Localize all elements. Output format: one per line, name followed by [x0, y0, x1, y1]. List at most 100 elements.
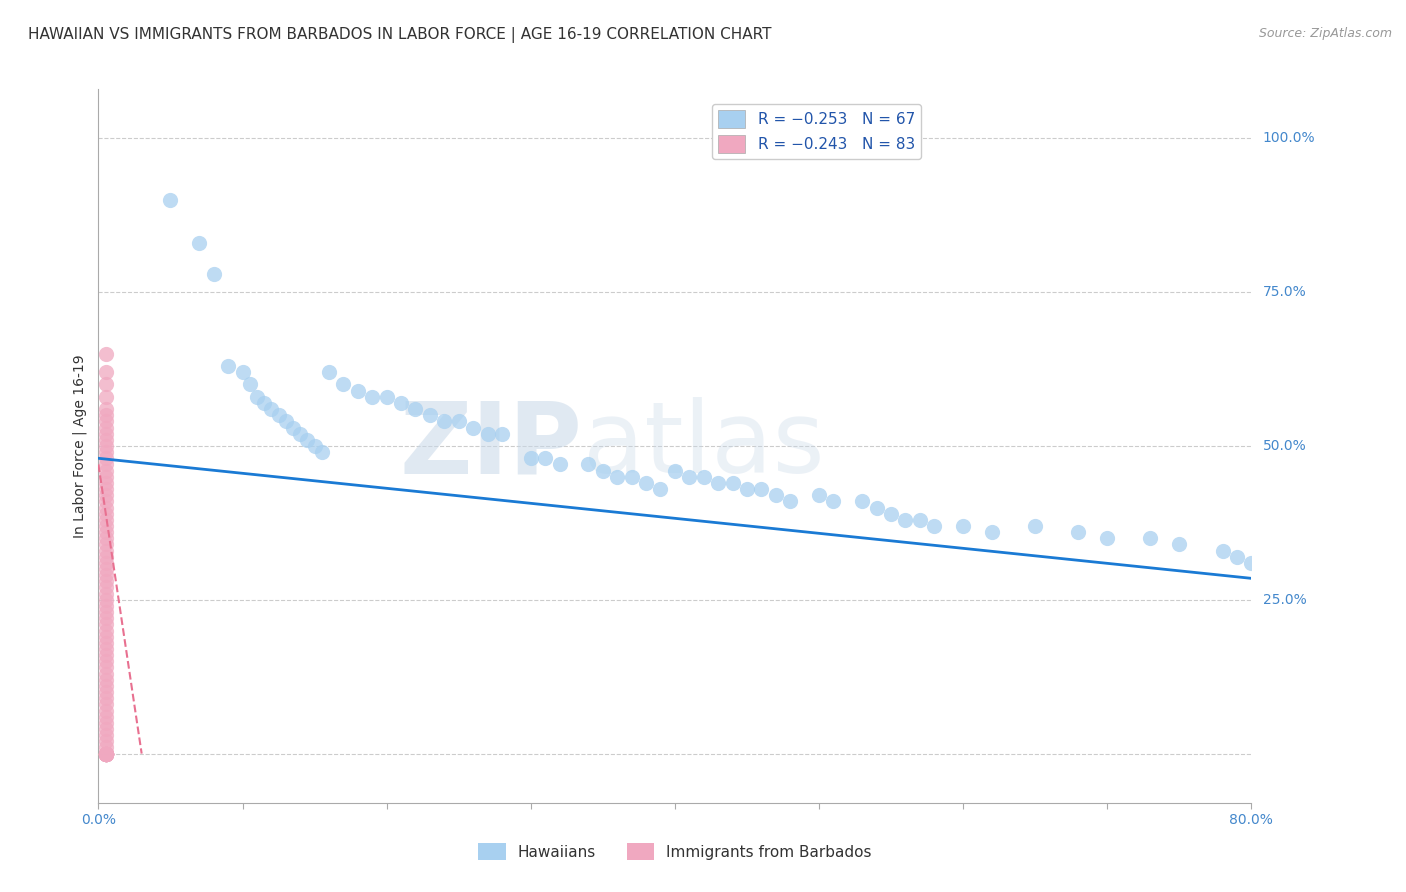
- Point: [94, 673, 117, 687]
- Point: [94, 617, 117, 632]
- Point: [1254, 562, 1277, 576]
- Point: [520, 451, 543, 466]
- Point: [94, 747, 117, 761]
- Point: [375, 390, 398, 404]
- Point: [94, 507, 117, 521]
- Point: [94, 747, 117, 761]
- Point: [94, 734, 117, 748]
- Point: [94, 347, 117, 361]
- Point: [94, 728, 117, 742]
- Point: [94, 747, 117, 761]
- Point: [1226, 549, 1249, 564]
- Point: [94, 377, 117, 392]
- Point: [461, 420, 484, 434]
- Point: [94, 747, 117, 761]
- Point: [94, 747, 117, 761]
- Point: [548, 458, 571, 472]
- Point: [664, 464, 686, 478]
- Point: [94, 642, 117, 657]
- Point: [981, 525, 1004, 540]
- Point: [94, 390, 117, 404]
- Point: [231, 365, 254, 379]
- Point: [94, 611, 117, 625]
- Point: [94, 562, 117, 576]
- Text: 25.0%: 25.0%: [1263, 593, 1306, 607]
- Point: [94, 414, 117, 428]
- Point: [94, 568, 117, 582]
- Point: [94, 715, 117, 730]
- Point: [636, 475, 658, 490]
- Point: [267, 409, 290, 423]
- Point: [94, 426, 117, 441]
- Point: [94, 475, 117, 490]
- Point: [779, 494, 801, 508]
- Point: [94, 740, 117, 755]
- Point: [297, 433, 319, 447]
- Point: [94, 747, 117, 761]
- Point: [650, 482, 672, 496]
- Text: HAWAIIAN VS IMMIGRANTS FROM BARBADOS IN LABOR FORCE | AGE 16-19 CORRELATION CHAR: HAWAIIAN VS IMMIGRANTS FROM BARBADOS IN …: [28, 27, 772, 43]
- Point: [94, 747, 117, 761]
- Point: [94, 451, 117, 466]
- Point: [851, 494, 873, 508]
- Point: [94, 531, 117, 545]
- Point: [94, 747, 117, 761]
- Point: [311, 445, 333, 459]
- Legend: Hawaiians, Immigrants from Barbados: Hawaiians, Immigrants from Barbados: [472, 837, 877, 866]
- Point: [94, 574, 117, 589]
- Point: [94, 599, 117, 613]
- Point: [274, 414, 297, 428]
- Point: [94, 624, 117, 638]
- Point: [433, 414, 456, 428]
- Point: [94, 747, 117, 761]
- Point: [202, 267, 225, 281]
- Point: [477, 426, 499, 441]
- Point: [1240, 556, 1263, 570]
- Point: [1139, 531, 1161, 545]
- Point: [94, 439, 117, 453]
- Point: [592, 464, 614, 478]
- Point: [94, 747, 117, 761]
- Point: [246, 390, 269, 404]
- Point: [94, 679, 117, 693]
- Point: [94, 709, 117, 723]
- Point: [94, 519, 117, 533]
- Point: [346, 384, 368, 398]
- Point: [94, 525, 117, 540]
- Point: [94, 747, 117, 761]
- Point: [94, 747, 117, 761]
- Point: [94, 605, 117, 619]
- Point: [159, 193, 181, 207]
- Point: [94, 494, 117, 508]
- Point: [1097, 531, 1119, 545]
- Point: [94, 747, 117, 761]
- Point: [94, 747, 117, 761]
- Point: [318, 365, 340, 379]
- Point: [807, 488, 830, 502]
- Point: [94, 648, 117, 662]
- Point: [1168, 537, 1191, 551]
- Point: [534, 451, 557, 466]
- Point: [419, 409, 441, 423]
- Point: [94, 549, 117, 564]
- Text: 75.0%: 75.0%: [1263, 285, 1306, 299]
- Point: [94, 747, 117, 761]
- Point: [707, 475, 730, 490]
- Point: [94, 747, 117, 761]
- Point: [94, 365, 117, 379]
- Point: [447, 414, 470, 428]
- Point: [94, 691, 117, 706]
- Point: [94, 704, 117, 718]
- Point: [924, 519, 946, 533]
- Point: [94, 581, 117, 595]
- Point: [94, 747, 117, 761]
- Point: [606, 469, 628, 483]
- Point: [94, 420, 117, 434]
- Point: [952, 519, 974, 533]
- Point: [620, 469, 643, 483]
- Point: [94, 636, 117, 650]
- Point: [188, 235, 211, 250]
- Point: [678, 469, 700, 483]
- Point: [94, 537, 117, 551]
- Point: [1024, 519, 1046, 533]
